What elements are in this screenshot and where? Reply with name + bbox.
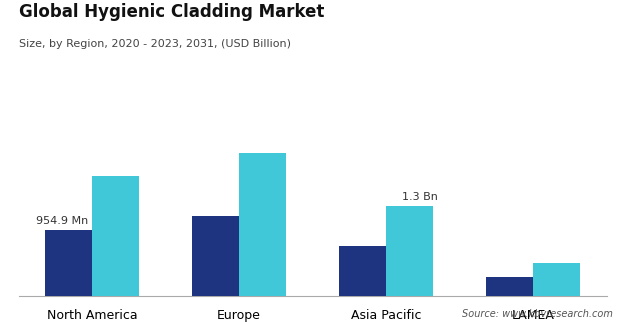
Text: Global Hygienic Cladding Market: Global Hygienic Cladding Market	[19, 3, 324, 21]
Bar	[339, 246, 386, 296]
Bar	[486, 277, 533, 296]
Text: Source: www.kbvresearch.com: Source: www.kbvresearch.com	[462, 309, 613, 319]
Text: Size, by Region, 2020 - 2023, 2031, (USD Billion): Size, by Region, 2020 - 2023, 2031, (USD…	[19, 39, 290, 49]
Text: 1.3 Bn: 1.3 Bn	[402, 192, 438, 202]
Bar	[239, 153, 286, 296]
Bar	[386, 205, 433, 296]
Bar	[92, 176, 139, 296]
Text: 954.9 Mn: 954.9 Mn	[37, 216, 89, 226]
Bar	[192, 216, 239, 296]
Bar	[45, 230, 92, 296]
Bar	[533, 263, 580, 296]
